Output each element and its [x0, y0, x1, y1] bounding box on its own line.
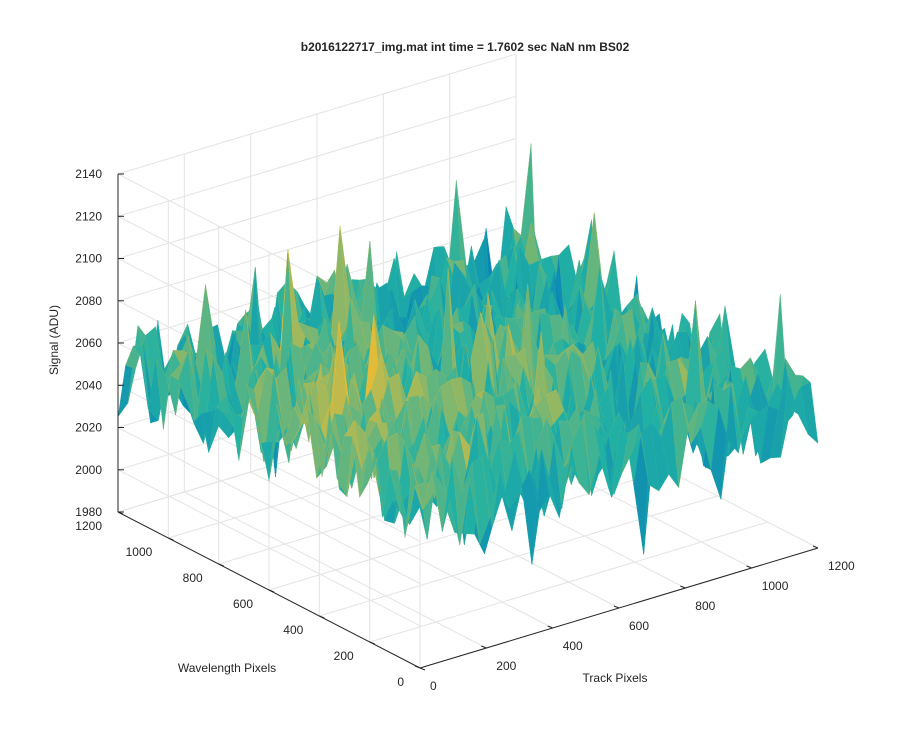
- z-tick-label: 1980: [75, 505, 102, 519]
- floor-grid-line: [369, 521, 768, 643]
- chart-title: b2016122717_img.mat int time = 1.7602 se…: [301, 40, 630, 54]
- x-tick-mark: [481, 645, 487, 649]
- x-axis-label: Track Pixels: [583, 671, 648, 685]
- z-tick-label: 2000: [75, 463, 102, 477]
- y-tick-label: 0: [397, 675, 404, 689]
- x-tick-label: 1200: [828, 559, 855, 573]
- wall-grid-line: [117, 53, 517, 175]
- x-tick-mark: [680, 585, 686, 589]
- z-tick-label: 2100: [75, 252, 102, 266]
- y-axis-label: Wavelength Pixels: [178, 661, 276, 675]
- y-tick-label: 1200: [75, 519, 102, 533]
- x-tick-label: 1000: [762, 579, 789, 593]
- x-tick-label: 800: [695, 599, 715, 613]
- wall-grid-line: [117, 427, 421, 584]
- wall-grid-line: [117, 180, 517, 302]
- y-tick-mark: [369, 641, 375, 645]
- wall-grid-line: [117, 95, 517, 217]
- y-tick-label: 800: [183, 571, 203, 585]
- z-tick-label: 2020: [75, 421, 102, 435]
- x-tick-mark: [414, 665, 421, 669]
- z-tick-label: 2040: [75, 378, 102, 392]
- y-tick-label: 200: [334, 649, 354, 663]
- x-tick-label: 200: [496, 659, 516, 673]
- y-tick-mark: [419, 667, 426, 671]
- y-tick-label: 1000: [126, 545, 153, 559]
- y-tick-mark: [168, 537, 174, 541]
- z-tick-label: 2080: [75, 294, 102, 308]
- x-tick-label: 400: [563, 639, 583, 653]
- x-tick-mark: [812, 545, 819, 549]
- y-tick-label: 600: [233, 597, 253, 611]
- wall-grid-line: [117, 469, 421, 627]
- wall-grid-line: [117, 138, 517, 259]
- tick-labels: 0 200 400 600 800 1000 1200 0 200 400 600 800 1000 12…: [75, 167, 855, 693]
- z-tick-label: 2060: [75, 336, 102, 350]
- x-tick-mark: [613, 605, 620, 609]
- x-tick-mark: [746, 565, 752, 569]
- z-axis-label: Signal (ADU): [47, 305, 61, 375]
- x-tick-label: 600: [629, 619, 649, 633]
- surface-mesh: [117, 143, 819, 565]
- y-tick-mark: [218, 563, 224, 567]
- x-tick-label: 0: [430, 679, 437, 693]
- floor-grid-line: [319, 495, 718, 617]
- surface-patch: [800, 382, 819, 444]
- z-tick-label: 2140: [75, 167, 102, 181]
- x-tick-mark: [547, 625, 553, 629]
- z-tick-label: 2120: [75, 209, 102, 223]
- axes: [117, 173, 819, 671]
- y-tick-mark: [268, 589, 275, 593]
- y-tick-mark: [319, 615, 325, 619]
- y-tick-label: 400: [283, 623, 303, 637]
